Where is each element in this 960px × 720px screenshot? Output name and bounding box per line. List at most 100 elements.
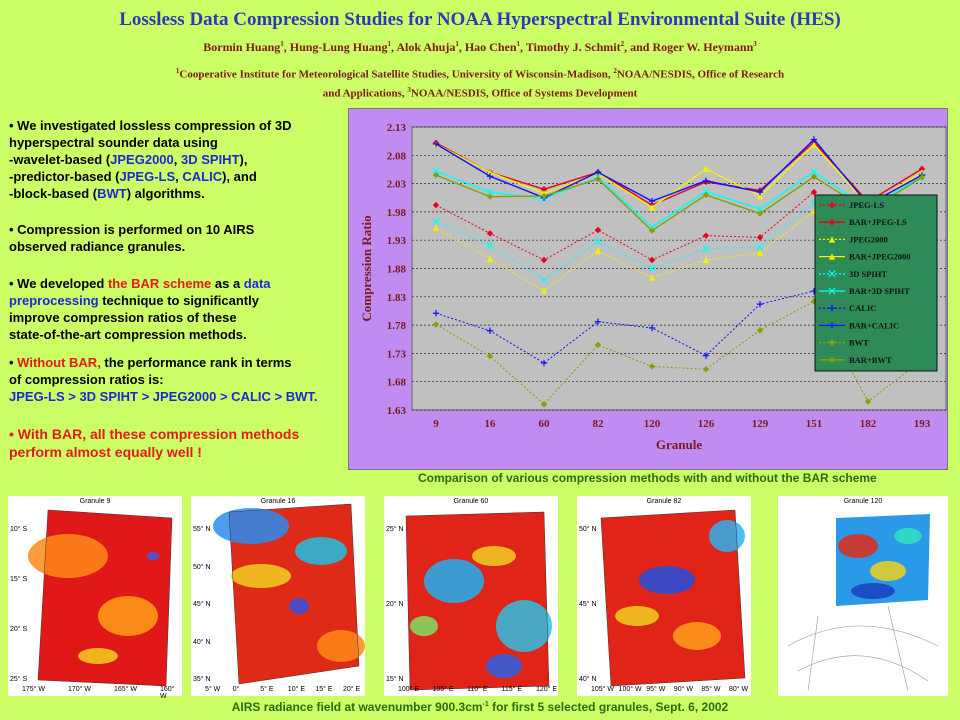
data-point <box>648 324 656 332</box>
data-point <box>756 234 764 241</box>
radiance-feature <box>147 552 159 560</box>
affiliation-line-2: and Applications, 3NOAA/NESDIS, Office o… <box>0 83 960 102</box>
bullet-text: JPEG-LS > 3D SPIHT > JPEG2000 > CALIC > … <box>9 389 318 404</box>
lat-label: 50° N <box>193 563 211 571</box>
data-point <box>828 253 836 260</box>
data-point <box>828 287 836 295</box>
lon-label: 110° E <box>467 686 488 693</box>
legend-label: BAR+CALIC <box>849 320 899 330</box>
lon-label: 170° W <box>68 686 92 693</box>
lat-label: 10° S <box>10 526 28 533</box>
legend-label: CALIC <box>849 303 876 313</box>
lat-label: 45° N <box>579 601 597 608</box>
y-tick-label: 1.68 <box>387 377 407 389</box>
data-point <box>432 217 440 226</box>
data-point <box>432 140 440 148</box>
data-point <box>540 287 548 294</box>
lat-label: 45° N <box>193 601 211 608</box>
bullet-text: Without BAR, <box>17 355 101 370</box>
data-point <box>810 173 818 181</box>
radiance-feature <box>673 622 721 650</box>
lat-label: 20° N <box>386 601 404 608</box>
data-point <box>486 188 494 196</box>
radiance-feature <box>28 534 108 578</box>
y-tick-label: 1.63 <box>387 405 407 417</box>
bullet-text: the performance rank in terms <box>100 355 292 370</box>
x-tick-label: 193 <box>914 418 931 430</box>
data-point <box>918 174 926 181</box>
x-tick-label: 126 <box>698 418 715 430</box>
bullet-text: • Compression is performed on 10 AIRS <box>9 222 255 237</box>
bullet-text: BWT <box>97 186 127 201</box>
data-point <box>828 356 836 363</box>
legend-label: JPEG2000 <box>849 234 888 244</box>
data-point <box>540 186 548 193</box>
radiance-swath <box>213 503 365 685</box>
bullet-text: ) algorithms. <box>126 186 205 201</box>
legend: JPEG-LS BAR+JPEG-LS JPEG2000 BAR+JPEG2000 3D… <box>814 194 938 372</box>
radiance-swath <box>787 514 939 692</box>
lat-label: 25° S <box>10 676 28 683</box>
bullet-text: -wavelet-based ( <box>9 152 111 167</box>
bullet-text: • We developed <box>9 276 108 291</box>
map-title: Granule 60 <box>453 498 489 505</box>
bottom-caption: AIRS radiance field at wavenumber 900.3c… <box>0 700 960 714</box>
bullet-text: • We investigated lossless compression o… <box>9 118 292 133</box>
bullet-line: • With BAR, all these compression method… <box>9 425 349 443</box>
x-tick-label: 82 <box>593 418 605 430</box>
data-point <box>828 201 836 209</box>
data-point <box>756 192 764 200</box>
data-point <box>594 247 602 255</box>
legend-label: 3D SPIHT <box>849 269 887 279</box>
lon-label: 105° E <box>432 686 454 693</box>
bullet-line: • Without BAR, the performance rank in t… <box>9 354 349 371</box>
legend-label: BAR+JPEG2000 <box>849 252 911 262</box>
data-point <box>594 318 602 325</box>
radiance-feature <box>289 598 309 614</box>
bullet-text: observed radiance granules. <box>9 239 186 254</box>
data-point <box>594 341 602 349</box>
bullet-line: improve compression ratios of these <box>9 309 349 326</box>
x-tick-label: 9 <box>433 418 439 430</box>
data-point <box>486 241 494 249</box>
lat-label: 15° N <box>386 676 404 683</box>
map-title: Granule 16 <box>260 498 296 505</box>
radiance-feature <box>851 583 895 599</box>
radiance-feature <box>486 654 522 678</box>
bullet-text: • <box>9 355 18 370</box>
bullet-text: improve compression ratios of these <box>9 310 237 325</box>
affil-text: and Applications, <box>322 87 408 100</box>
legend-label: BAR+BWT <box>849 355 892 365</box>
bullet-text: state-of-the-art compression methods. <box>9 327 247 342</box>
author-name: Bormin Huang <box>203 40 281 54</box>
legend-label: JPEG-LS <box>849 200 884 210</box>
affil-text: Cooperative Institute for Meteorological… <box>179 68 614 81</box>
data-point <box>702 256 710 264</box>
bullet-line: observed radiance granules. <box>9 238 349 255</box>
series-7 <box>432 136 926 208</box>
radiance-feature <box>496 600 552 652</box>
author-affil-sup: 3 <box>753 40 757 48</box>
radiance-swath <box>405 511 552 691</box>
data-point <box>648 256 656 264</box>
bullet-item: • Compression is performed on 10 AIRS obs… <box>9 221 349 255</box>
bullet-text: data <box>243 276 271 291</box>
data-point <box>486 230 494 237</box>
author-affil-sup: 1 <box>516 40 521 48</box>
granule-map: Granule 60 25° N 20° N 15° N 100° E 105° E 110… <box>384 496 558 696</box>
data-point <box>810 168 818 176</box>
bullet-text: , <box>175 169 183 184</box>
data-point <box>648 227 656 234</box>
lon-label: 165° W <box>114 686 138 693</box>
data-point <box>486 255 494 263</box>
data-point <box>432 310 440 317</box>
radiance-feature <box>838 534 878 558</box>
bullet-line: hyperspectral sounder data using <box>9 134 349 151</box>
data-point <box>756 326 764 334</box>
y-axis-label: Compression Ratio <box>359 215 374 321</box>
y-tick-label: 2.08 <box>387 150 407 162</box>
author-affil-sup: 2 <box>620 40 625 48</box>
data-point <box>432 171 440 179</box>
lat-label: 15° S <box>10 576 28 583</box>
bullet-text: as a <box>211 276 244 291</box>
